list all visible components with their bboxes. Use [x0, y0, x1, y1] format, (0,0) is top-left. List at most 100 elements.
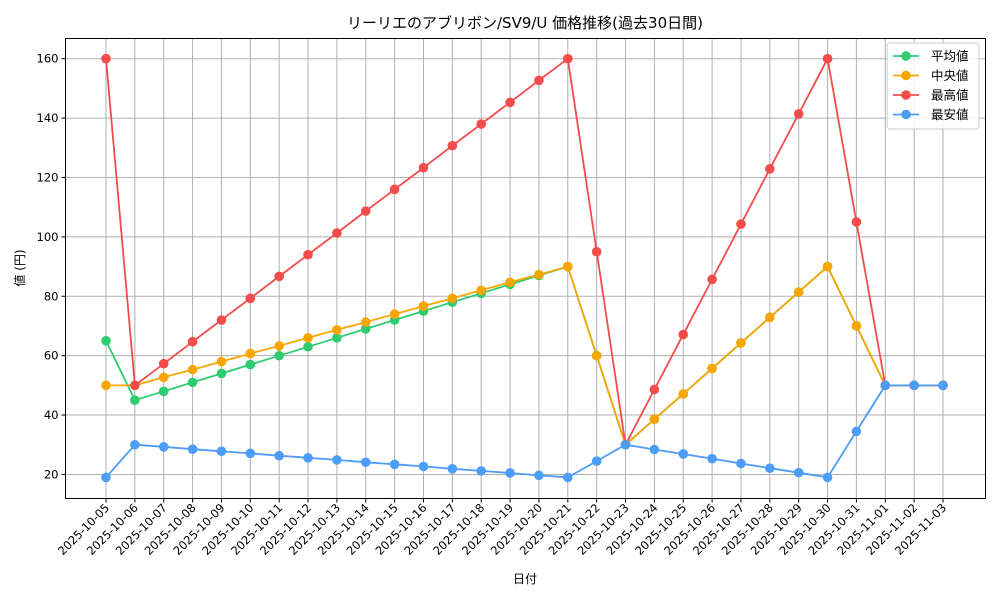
data-point: [562, 53, 573, 64]
data-point: [187, 444, 198, 455]
data-point: [822, 261, 833, 272]
data-point: [591, 246, 602, 257]
y-tick-label: 60: [44, 349, 59, 363]
legend-label: 平均値: [931, 49, 969, 64]
data-point: [216, 315, 227, 325]
data-point: [736, 458, 746, 469]
data-point: [505, 468, 515, 478]
x-axis-label: 日付: [513, 572, 537, 586]
data-point: [851, 321, 862, 331]
data-point: [216, 368, 227, 379]
data-point: [793, 287, 804, 297]
data-point: [765, 312, 775, 323]
data-point: [303, 333, 313, 343]
data-point: [707, 453, 717, 464]
data-point: [158, 386, 169, 397]
data-point: [476, 119, 487, 129]
legend-item: 中央値: [893, 68, 969, 83]
data-point: [736, 219, 746, 229]
data-point: [360, 457, 371, 468]
data-point: [332, 228, 342, 238]
data-point: [822, 53, 833, 64]
data-point: [649, 414, 660, 425]
data-point: [187, 377, 198, 388]
data-point: [389, 459, 400, 470]
chart-title: リーリエのアブリボン/SV9/U 価格推移(過去30日間): [347, 14, 703, 32]
data-point: [678, 449, 689, 459]
data-point: [938, 380, 948, 391]
data-point: [187, 336, 198, 347]
data-point: [130, 380, 140, 391]
data-point: [562, 472, 573, 483]
data-point: [130, 439, 140, 450]
data-point: [505, 277, 515, 288]
grid-lines: [65, 38, 986, 499]
y-tick-label: 140: [37, 111, 59, 125]
legend-marker-icon: [901, 109, 911, 120]
data-point: [447, 293, 458, 304]
y-tick-label: 40: [44, 408, 59, 422]
data-point: [187, 364, 198, 375]
series-line: [101, 53, 948, 450]
legend-label: 最高値: [931, 88, 969, 103]
y-tick-label: 80: [44, 289, 59, 303]
data-point: [303, 341, 313, 352]
y-axis-label: 値 (円): [12, 249, 27, 286]
y-axis: 20 40 60 80 100 120 140 160: [37, 52, 66, 481]
legend-marker-icon: [901, 51, 911, 61]
data-point: [765, 164, 775, 174]
data-point: [360, 317, 371, 327]
data-point: [274, 341, 284, 351]
data-point: [418, 301, 429, 311]
data-point: [851, 217, 862, 227]
series-line: [101, 380, 948, 483]
data-point: [707, 274, 717, 285]
data-point: [418, 461, 429, 472]
data-point: [736, 338, 746, 348]
data-point: [447, 464, 458, 474]
legend-item: 最安値: [893, 107, 969, 122]
y-tick-label: 120: [37, 170, 59, 184]
data-point: [909, 380, 919, 391]
legend-label: 中央値: [931, 68, 969, 83]
legend-label: 最安値: [931, 107, 969, 122]
x-axis: 2025-10-052025-10-062025-10-072025-10-08…: [55, 498, 949, 558]
data-point: [793, 109, 804, 119]
data-point: [158, 358, 169, 369]
data-point: [476, 466, 487, 476]
data-point: [158, 442, 169, 452]
data-point: [649, 444, 660, 455]
y-tick-label: 100: [37, 230, 59, 244]
data-point: [678, 389, 689, 399]
data-point: [245, 293, 256, 304]
plot-frame: [65, 38, 986, 499]
data-point: [101, 380, 111, 391]
data-point: [216, 446, 227, 457]
data-point: [274, 271, 284, 282]
legend-box: [886, 42, 980, 130]
data-point: [360, 206, 371, 216]
data-point: [389, 309, 400, 319]
data-point: [303, 453, 313, 463]
data-point: [332, 455, 342, 465]
data-point: [534, 75, 544, 86]
data-point: [880, 380, 891, 391]
data-point: [476, 285, 487, 296]
data-point: [591, 350, 602, 361]
data-point: [245, 359, 256, 370]
data-point: [620, 439, 631, 450]
legend-marker-icon: [901, 70, 911, 81]
data-point: [158, 372, 169, 383]
data-point: [101, 53, 111, 64]
data-point: [130, 395, 140, 406]
data-point: [505, 97, 515, 108]
data-point: [765, 463, 775, 474]
data-point: [851, 426, 862, 437]
data-point: [216, 356, 227, 367]
data-point: [332, 325, 342, 335]
data-point: [303, 249, 313, 260]
data-point: [360, 324, 371, 334]
data-point: [389, 184, 400, 195]
legend-item: 平均値: [893, 49, 969, 64]
